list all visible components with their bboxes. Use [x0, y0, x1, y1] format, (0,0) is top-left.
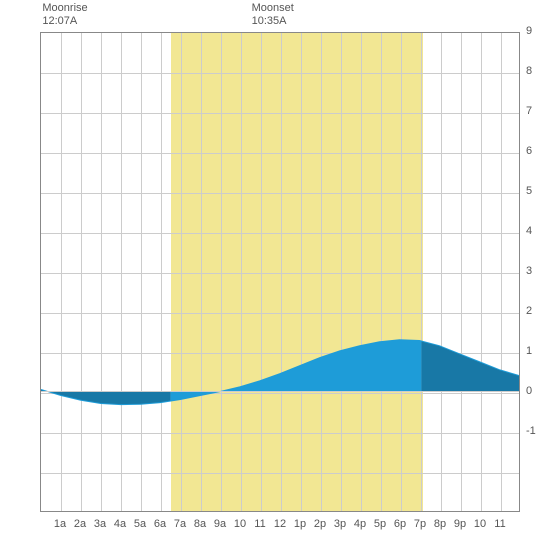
x-tick-label: 4a — [114, 518, 126, 530]
x-tick-label: 3a — [94, 518, 106, 530]
x-tick-label: 8p — [434, 518, 446, 530]
y-tick-label: 8 — [526, 65, 546, 77]
plot-area — [40, 32, 520, 512]
x-tick-label: 12 — [274, 518, 286, 530]
x-tick-label: 11 — [494, 518, 505, 530]
moonrise-title: Moonrise — [42, 2, 87, 15]
y-tick-label: 6 — [526, 145, 546, 157]
x-tick-label: 5a — [134, 518, 146, 530]
tide-fill — [421, 341, 519, 391]
x-tick-label: 10 — [474, 518, 486, 530]
y-tick-label: 1 — [526, 345, 546, 357]
x-tick-label: 6p — [394, 518, 406, 530]
moonset-annotation: Moonset 10:35A — [252, 2, 294, 28]
x-tick-label: 9a — [214, 518, 226, 530]
y-tick-label: 5 — [526, 185, 546, 197]
moonset-time: 10:35A — [252, 15, 294, 28]
x-tick-label: 1p — [294, 518, 306, 530]
y-tick-label: 2 — [526, 305, 546, 317]
x-tick-label: 5p — [374, 518, 386, 530]
x-tick-label: 8a — [194, 518, 206, 530]
chart-annotations: Moonrise 12:07A Moonset 10:35A — [0, 0, 550, 30]
y-tick-label: -1 — [526, 425, 546, 437]
x-tick-label: 7a — [174, 518, 186, 530]
x-tick-label: 9p — [454, 518, 466, 530]
x-tick-label: 1a — [54, 518, 66, 530]
y-tick-label: 7 — [526, 105, 546, 117]
moonrise-time: 12:07A — [42, 15, 87, 28]
x-tick-label: 4p — [354, 518, 366, 530]
x-tick-label: 6a — [154, 518, 166, 530]
y-tick-label: 0 — [526, 385, 546, 397]
y-tick-label: 3 — [526, 265, 546, 277]
tide-chart: Moonrise 12:07A Moonset 10:35A 9 8 7 6 5 4 3 2 1… — [0, 0, 550, 550]
y-tick-label: 4 — [526, 225, 546, 237]
x-tick-label: 10 — [234, 518, 246, 530]
moonrise-annotation: Moonrise 12:07A — [42, 2, 87, 28]
tide-area — [41, 33, 519, 511]
x-tick-label: 2p — [314, 518, 326, 530]
x-tick-label: 2a — [74, 518, 86, 530]
moonset-title: Moonset — [252, 2, 294, 15]
y-tick-label: 9 — [526, 25, 546, 37]
x-tick-label: 3p — [334, 518, 346, 530]
x-tick-label: 11 — [254, 518, 265, 530]
x-tick-label: 7p — [414, 518, 426, 530]
